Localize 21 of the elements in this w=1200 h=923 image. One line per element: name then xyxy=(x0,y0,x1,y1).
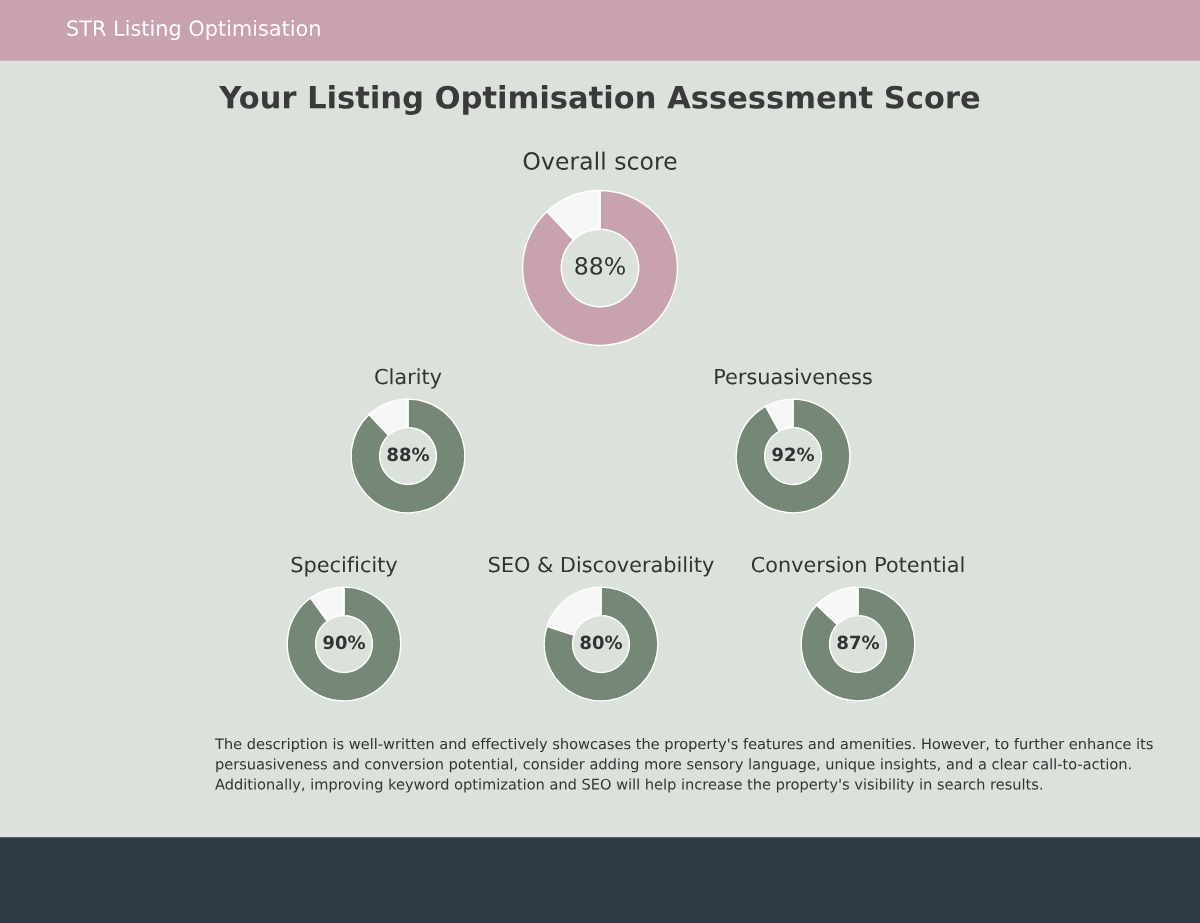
data-label: 87% xyxy=(837,635,880,650)
donut-slice xyxy=(521,189,679,347)
data-label: 88% xyxy=(575,256,625,275)
data-label: 80% xyxy=(580,635,623,650)
chart-title: Clarity xyxy=(375,368,442,389)
data-label: 88% xyxy=(387,447,430,462)
chart-title: Conversion Potential xyxy=(751,556,964,573)
chart-title: Persuasiveness xyxy=(715,368,872,385)
chart-title: SEO & Discoverability xyxy=(489,556,714,577)
data-label: 90% xyxy=(323,635,366,650)
donut-slice xyxy=(286,586,402,702)
chart-title: Overall score xyxy=(523,151,677,170)
text: The description is well-written and effectively showcases the property's features and amenities. However, to further enhance its persuasiveness and conversion potential, consider adding more sensory language, unique insights, and a clear call-to-action. Additionally, improving keyword optimization and SEO will help increase the property's visibility in search results. xyxy=(214,738,1153,793)
data-label: 92% xyxy=(772,447,815,462)
donut-slice xyxy=(800,586,916,702)
donut-slice xyxy=(735,398,851,514)
chart-title: Specificity xyxy=(291,556,398,577)
donut-slice xyxy=(350,398,466,514)
text: Your Listing Optimisation Assessment Score xyxy=(219,85,980,115)
text: STR Listing Optimisation xyxy=(67,19,320,41)
donut-slice xyxy=(543,586,659,702)
